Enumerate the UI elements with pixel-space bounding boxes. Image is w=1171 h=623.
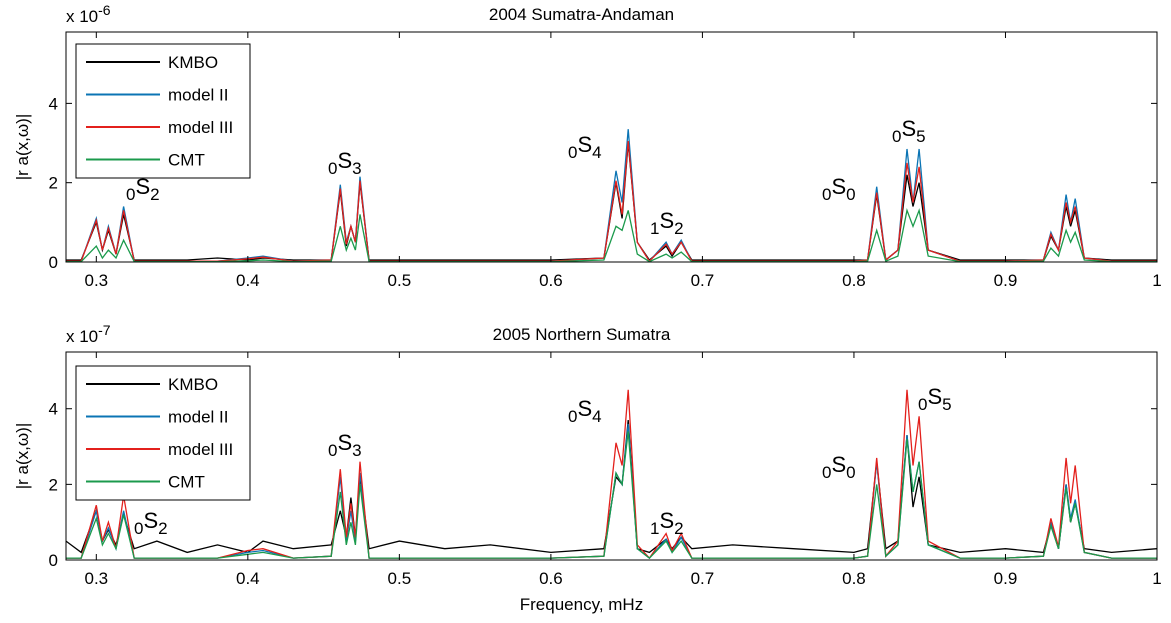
mode-label: 0S0 [822, 452, 856, 482]
mode-base: S [901, 116, 916, 141]
y-tick-label: 4 [49, 400, 58, 419]
x-tick-label: 0.5 [388, 271, 412, 290]
mode-label: 0S2 [126, 174, 160, 204]
axes-box [65, 351, 1158, 561]
mode-label: 0S3 [328, 148, 362, 178]
mode-prefix: 0 [822, 185, 831, 204]
mode-base: S [659, 508, 674, 533]
mode-subscript: 3 [352, 159, 361, 178]
mode-subscript: 2 [674, 219, 683, 238]
mode-label: 1S2 [650, 208, 684, 238]
mode-base: S [831, 174, 846, 199]
legend-label: model II [168, 86, 228, 105]
mode-subscript: 4 [592, 407, 601, 426]
scale-base: x 10 [66, 327, 98, 346]
x-tick-label: 0.8 [842, 569, 866, 588]
x-tick-label: 0.3 [84, 569, 108, 588]
x-tick-label: 0.8 [842, 271, 866, 290]
mode-prefix: 0 [134, 519, 143, 538]
scale-factor: x 10-7 [66, 322, 111, 346]
mode-prefix: 0 [822, 463, 831, 482]
mode-subscript: 5 [942, 395, 951, 414]
mode-prefix: 0 [328, 441, 337, 460]
mode-subscript: 0 [846, 463, 855, 482]
x-tick-label: 0.5 [388, 569, 412, 588]
mode-label: 0S5 [892, 116, 926, 146]
axes-box [65, 31, 1158, 263]
legend-label: KMBO [168, 53, 218, 72]
scale-base: x 10 [66, 7, 98, 26]
x-tick-label: 0.7 [691, 569, 715, 588]
mode-label: 0S0 [822, 174, 856, 204]
mode-label: 0S3 [328, 430, 362, 460]
y-tick-label: 2 [49, 174, 58, 193]
legend-label: KMBO [168, 375, 218, 394]
mode-prefix: 0 [918, 395, 927, 414]
series-group [66, 389, 1157, 560]
mode-label: 0S4 [568, 132, 602, 162]
scale-factor: x 10-6 [66, 2, 111, 26]
legend-box [75, 365, 251, 501]
legend-label: model III [168, 118, 233, 137]
legend-label: CMT [168, 473, 205, 492]
x-tick-label: 0.9 [994, 271, 1018, 290]
y-tick-label: 2 [49, 475, 58, 494]
x-tick-label: 0.9 [994, 569, 1018, 588]
x-tick-label: 0.4 [236, 271, 260, 290]
mode-base: S [143, 508, 158, 533]
x-tick-label: 1 [1152, 271, 1161, 290]
x-tick-label: 0.6 [539, 569, 563, 588]
legend-label: model II [168, 408, 228, 427]
series-line [66, 420, 1157, 554]
legend-box [75, 43, 251, 179]
legend-label: model III [168, 440, 233, 459]
x-tick-label: 0.7 [691, 271, 715, 290]
mode-prefix: 1 [650, 519, 659, 538]
chart-title: 2004 Sumatra-Andaman [489, 5, 674, 24]
mode-prefix: 0 [892, 127, 901, 146]
mode-label: 1S2 [650, 508, 684, 538]
mode-base: S [659, 208, 674, 233]
mode-prefix: 0 [328, 159, 337, 178]
x-tick-label: 0.4 [236, 569, 260, 588]
x-tick-label: 0.3 [84, 271, 108, 290]
mode-subscript: 2 [674, 519, 683, 538]
mode-subscript: 5 [916, 127, 925, 146]
y-axis-label: |r a(x,ω)| [13, 114, 32, 181]
x-tick-label: 0.6 [539, 271, 563, 290]
scale-exponent: -7 [98, 322, 111, 338]
mode-base: S [831, 452, 846, 477]
mode-base: S [337, 148, 352, 173]
mode-prefix: 0 [126, 185, 135, 204]
scale-exponent: -6 [98, 2, 111, 18]
x-axis-label: Frequency, mHz [520, 595, 643, 614]
mode-base: S [337, 430, 352, 455]
mode-prefix: 0 [568, 407, 577, 426]
mode-prefix: 1 [650, 219, 659, 238]
series-line [66, 431, 1157, 559]
mode-subscript: 0 [846, 185, 855, 204]
mode-label: 0S4 [568, 396, 602, 426]
mode-base: S [927, 384, 942, 409]
y-axis-label: |r a(x,ω)| [13, 423, 32, 490]
x-tick-label: 1 [1152, 569, 1161, 588]
mode-subscript: 3 [352, 441, 361, 460]
y-tick-label: 0 [49, 253, 58, 272]
chart-title: 2005 Northern Sumatra [493, 325, 671, 344]
y-tick-label: 4 [49, 94, 58, 113]
mode-base: S [135, 174, 150, 199]
mode-base: S [577, 132, 592, 157]
mode-subscript: 2 [150, 185, 159, 204]
legend-label: CMT [168, 151, 205, 170]
mode-subscript: 2 [158, 519, 167, 538]
mode-subscript: 4 [592, 143, 601, 162]
mode-label: 0S5 [918, 384, 952, 414]
mode-base: S [577, 396, 592, 421]
y-tick-label: 0 [49, 551, 58, 570]
mode-label: 0S2 [134, 508, 168, 538]
mode-prefix: 0 [568, 143, 577, 162]
